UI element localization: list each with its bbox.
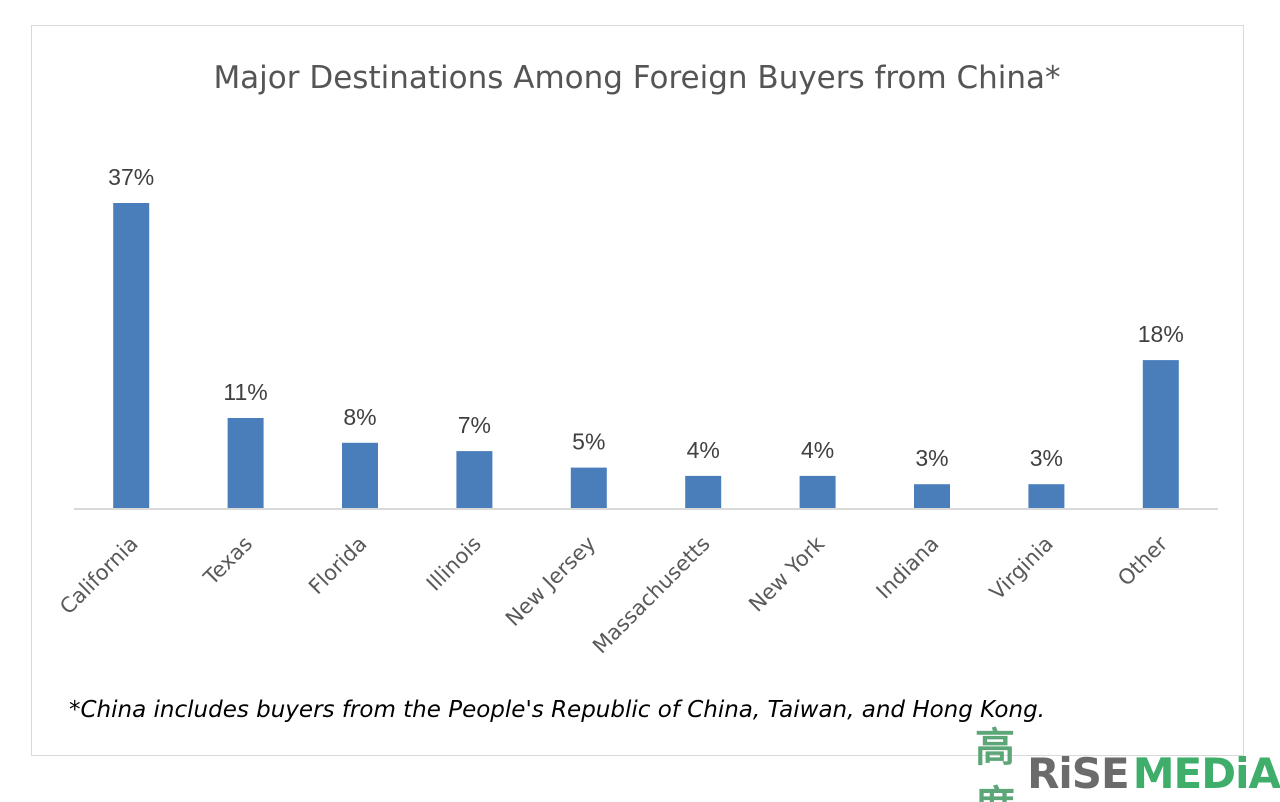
x-tick-new-jersey: New Jersey [501,532,600,631]
data-label-california: 37% [108,164,154,190]
bar-indiana [914,484,950,509]
x-tick-virginia: Virginia [985,532,1058,605]
data-label-new-york: 4% [801,437,834,463]
bar-new-york [799,475,836,509]
data-label-new-jersey: 5% [572,429,605,455]
bar-other [1142,360,1179,509]
bar-florida [342,442,378,509]
chart-title: Major Destinations Among Foreign Buyers … [213,60,1060,96]
x-tick-texas: Texas [198,532,257,591]
bars-layer [113,203,1179,509]
chart-footnote: *China includes buyers from the People's… [69,697,1045,723]
x-tick-florida: Florida [304,532,371,599]
risemedia-logo: 高度 RiSE MEDiA [975,725,1280,802]
data-label-indiana: 3% [915,445,948,471]
x-tick-indiana: Indiana [872,532,944,604]
data-label-florida: 8% [343,404,376,430]
x-tick-other: Other [1113,531,1172,590]
data-label-other: 18% [1138,321,1184,347]
logo-cn-text: 高度 [975,725,1017,802]
x-tick-california: California [55,532,142,619]
x-tick-massachusetts: Massachusetts [588,532,715,659]
data-labels-layer: 37% 11% 8% 7% 5% 4% 4% 3% 3% 18% [108,164,1184,471]
logo-rise-text: RiSE [1027,748,1130,798]
bar-massachusetts [685,475,722,509]
bar-texas [227,418,264,509]
logo-media-text: MEDiA [1132,748,1280,798]
data-label-massachusetts: 4% [687,437,720,463]
bar-new-jersey [570,467,607,509]
x-tick-illinois: Illinois [422,532,486,596]
data-label-virginia: 3% [1030,445,1063,471]
bar-illinois [456,451,493,509]
data-label-illinois: 7% [458,412,491,438]
x-tick-labels-layer: California Texas Florida Illinois New Jersey… [55,531,1172,658]
bar-california [113,203,150,509]
bar-virginia [1028,484,1065,509]
data-label-texas: 11% [223,379,267,405]
x-tick-new-york: New York [744,531,830,617]
chart-frame [31,25,1244,756]
